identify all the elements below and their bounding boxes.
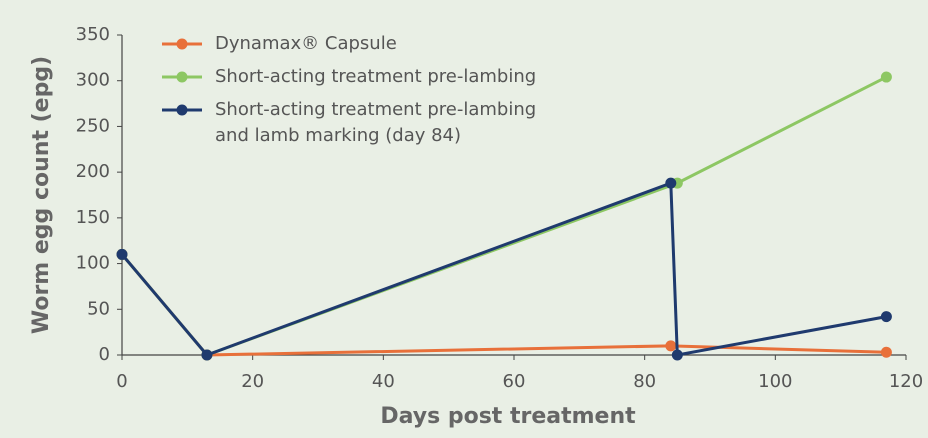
y-tick-label: 250 [76,115,110,136]
data-point [880,311,892,323]
data-point [116,248,128,260]
x-axis-title: Days post treatment [380,404,636,429]
y-tick-label: 100 [76,253,110,274]
legend-swatch-dot [176,38,188,50]
data-point [880,346,892,358]
y-tick-label: 300 [76,70,110,91]
legend-swatch-dot [176,71,188,83]
x-tick-label: 20 [241,371,264,392]
x-tick-label: 40 [372,371,395,392]
x-tick-label: 60 [503,371,526,392]
legend-label: Short-acting treatment pre-lambing [215,66,536,87]
data-point [665,177,677,189]
data-point [671,349,683,361]
y-tick-label: 150 [76,207,110,228]
y-tick-label: 50 [87,298,110,319]
legend-swatch-dot [176,104,188,116]
series-line [120,253,887,357]
y-axis-title: Worm egg count (epg) [29,56,54,334]
x-tick-label: 100 [758,371,792,392]
y-tick-label: 0 [99,344,110,365]
y-tick-label: 350 [76,24,110,45]
data-point [201,349,213,361]
y-tick-label: 200 [76,161,110,182]
series-line [120,180,887,357]
data-point [880,71,892,83]
legend-label: Dynamax® Capsule [215,33,397,54]
x-tick-label: 120 [889,371,923,392]
x-tick-label: 80 [633,371,656,392]
legend-label: Short-acting treatment pre-lambing and la… [215,99,536,146]
x-tick-label: 0 [116,371,127,392]
data-point [665,340,677,352]
